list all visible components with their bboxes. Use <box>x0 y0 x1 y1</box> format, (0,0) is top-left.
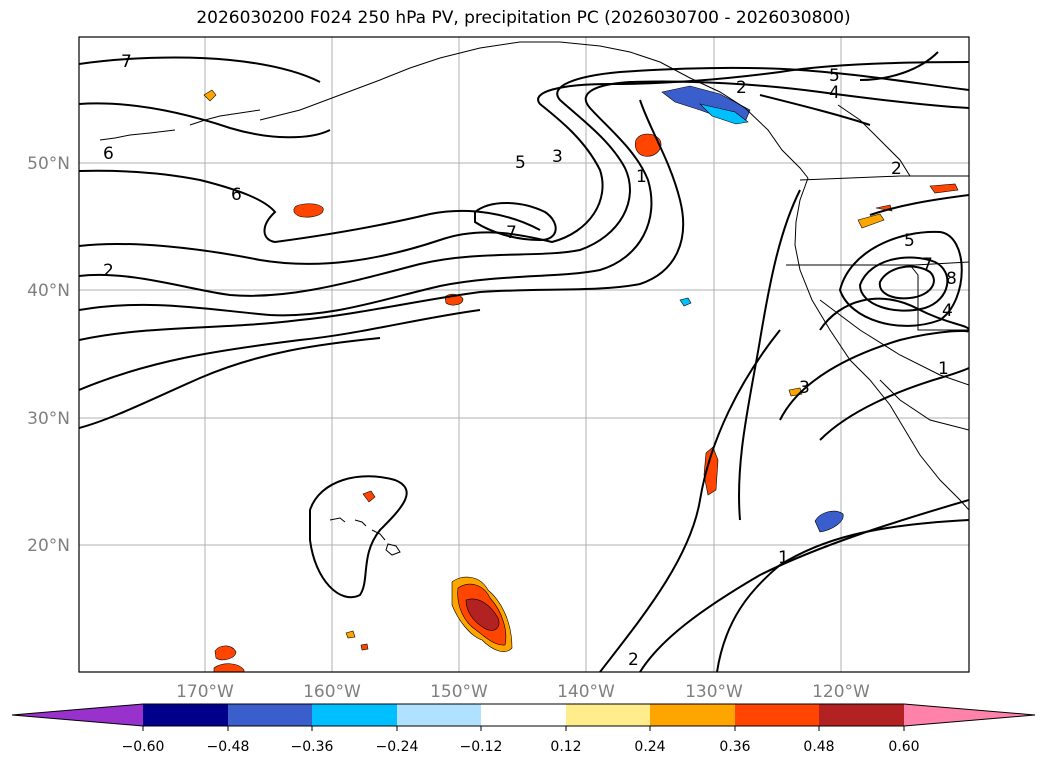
colorbar-tick-label: −0.60 <box>122 739 165 755</box>
lat-label: 40°N <box>27 281 70 301</box>
contour-label: 3 <box>552 147 563 167</box>
precip-hawaii-n <box>362 490 376 503</box>
colorbar-tick-label: 0.48 <box>803 739 834 755</box>
contour-label: 2 <box>103 261 114 281</box>
lon-label: 140°W <box>557 682 615 702</box>
precip-sw-1 <box>214 645 237 661</box>
lon-label: 150°W <box>430 682 488 702</box>
lon-label: 160°W <box>303 682 361 702</box>
lat-label: 20°N <box>27 536 70 556</box>
map-title: 2026030200 F024 250 hPa PV, precipitatio… <box>196 8 851 28</box>
contour-label: 3 <box>799 378 810 398</box>
contour-label: 1 <box>938 359 949 379</box>
colorbar-bin <box>735 704 819 726</box>
colorbar: −0.60 −0.48 −0.36 −0.24 −0.12 0.12 0.24 … <box>11 703 1036 755</box>
contour-label: 7 <box>922 255 933 275</box>
colorbar-bin <box>228 704 312 726</box>
gridlines <box>79 37 969 672</box>
contour-label: 1 <box>778 548 789 568</box>
coastlines <box>99 41 969 556</box>
colorbar-tick-label: 0.24 <box>634 739 665 755</box>
contour-labels: 7 6 6 2 5 3 1 7 2 5 4 2 5 7 8 4 1 3 1 2 <box>103 52 957 670</box>
contour-label: 5 <box>829 66 840 86</box>
contour-label: 8 <box>946 269 957 289</box>
colorbar-tick-label: −0.12 <box>460 739 503 755</box>
colorbar-bin <box>819 704 904 726</box>
colorbar-tick-label: 0.60 <box>888 739 919 755</box>
precip-big-core <box>465 598 500 631</box>
precip-sw-2 <box>213 663 245 672</box>
colorbar-ticks <box>142 726 905 731</box>
colorbar-tick-label: 0.12 <box>550 739 581 755</box>
map-frame <box>78 36 970 673</box>
precip-small-1 <box>345 630 356 639</box>
precip-aleutian <box>203 89 217 102</box>
precip-ak-gulf <box>634 133 662 157</box>
pv-contours <box>79 51 969 672</box>
precip-blue-dot <box>679 297 692 307</box>
contour-label: 4 <box>829 83 840 103</box>
colorbar-under-arrow <box>12 704 143 726</box>
contour-label: 6 <box>231 185 242 205</box>
colorbar-tick-label: 0.36 <box>719 739 750 755</box>
colorbar-tick-label: −0.36 <box>291 739 334 755</box>
longitude-labels: 170°W 160°W 150°W 140°W 130°W 120°W <box>176 682 870 702</box>
lon-label: 120°W <box>812 682 870 702</box>
lon-label: 170°W <box>176 682 234 702</box>
precip-c-pacific-north <box>293 203 324 218</box>
precip-small-2 <box>360 643 369 651</box>
contour-label: 4 <box>942 301 953 321</box>
colorbar-bin <box>566 704 650 726</box>
contour-label: 2 <box>628 650 639 670</box>
colorbar-bin <box>143 704 228 726</box>
lon-label: 130°W <box>685 682 743 702</box>
precip-ne-2 <box>857 213 885 229</box>
precip-ne-1 <box>929 183 959 194</box>
colorbar-tick-label: −0.48 <box>207 739 250 755</box>
contour-label: 5 <box>904 231 915 251</box>
latitude-labels: 50°N 40°N 30°N 20°N <box>27 154 70 556</box>
colorbar-bin <box>650 704 735 726</box>
colorbar-over-arrow <box>904 704 1035 726</box>
precip-blue-sub <box>814 510 844 533</box>
contour-label: 7 <box>506 223 517 243</box>
contour-label: 7 <box>121 52 132 72</box>
contour-label: 6 <box>103 144 114 164</box>
contour-label: 5 <box>515 153 526 173</box>
lat-label: 30°N <box>27 409 70 429</box>
colorbar-tick-label: −0.24 <box>376 739 419 755</box>
colorbar-bin <box>397 704 481 726</box>
precip-lightblue-alaska <box>699 103 749 125</box>
colorbar-bin <box>312 704 397 726</box>
contour-label: 2 <box>736 78 747 98</box>
colorbar-bin <box>481 704 566 726</box>
contour-label: 2 <box>891 159 902 179</box>
contour-label: 1 <box>636 167 647 187</box>
lat-label: 50°N <box>27 154 70 174</box>
precip-patches <box>203 85 959 672</box>
map-area: 7 6 6 2 5 3 1 7 2 5 4 2 5 7 8 4 1 3 1 2 <box>79 37 969 672</box>
colorbar-tick-labels: −0.60 −0.48 −0.36 −0.24 −0.12 0.12 0.24 … <box>122 739 920 755</box>
